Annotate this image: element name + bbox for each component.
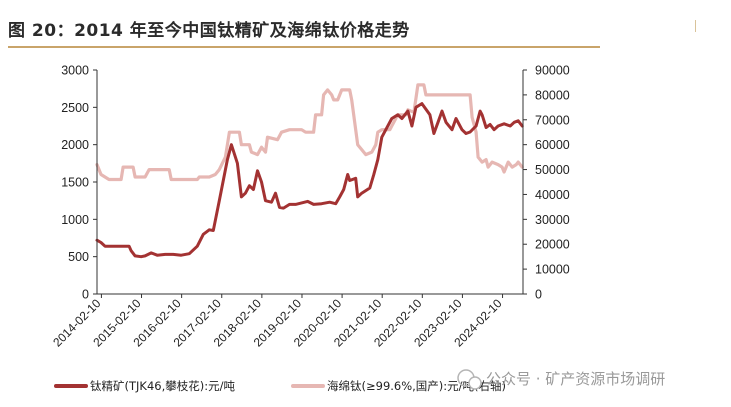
legend: 钛精矿(TJK46,攀枝花):元/吨 海绵钛(≥99.6%,国产):元/吨(右轴… [54,379,506,393]
watermark-text: 公众号 · 矿产资源市场调研 [486,370,665,388]
legend-label-ore: 钛精矿(TJK46,攀枝花):元/吨 [90,379,235,393]
axes: 0500100015002000250030000100002000030000… [50,64,570,350]
legend-label-sponge: 海绵钛(≥99.6%,国产):元/吨(右轴) [327,379,506,393]
y-right-tick-label: 20000 [535,238,570,252]
y-right-tick-label: 90000 [535,64,570,78]
y-left-tick-label: 1500 [61,176,89,190]
y-left-tick-label: 0 [82,288,89,302]
series-line-sponge [95,83,524,182]
series-line-ore [95,102,524,259]
y-right-tick-label: 0 [535,288,542,302]
y-left-tick-label: 2000 [61,138,89,152]
y-left-tick-label: 500 [68,250,89,264]
y-right-tick-label: 10000 [535,263,570,277]
y-right-tick-label: 70000 [535,113,570,127]
title-rule [8,46,600,48]
y-right-tick-label: 60000 [535,138,570,152]
wechat-icon-small [468,376,482,390]
y-right-tick-label: 50000 [535,163,570,177]
y-left-tick-label: 3000 [61,64,89,78]
watermark: 公众号 · 矿产资源市场调研 [457,369,665,390]
y-right-tick-label: 30000 [535,213,570,227]
y-left-tick-label: 1000 [61,213,89,227]
header-divider-mark [695,20,696,32]
figure-title: 图 20：2014 年至今中国钛精矿及海绵钛价格走势 [8,21,410,41]
plot-lines [95,83,524,259]
y-right-tick-label: 80000 [535,88,570,102]
y-left-tick-label: 2500 [61,101,89,115]
y-right-tick-label: 40000 [535,188,570,202]
